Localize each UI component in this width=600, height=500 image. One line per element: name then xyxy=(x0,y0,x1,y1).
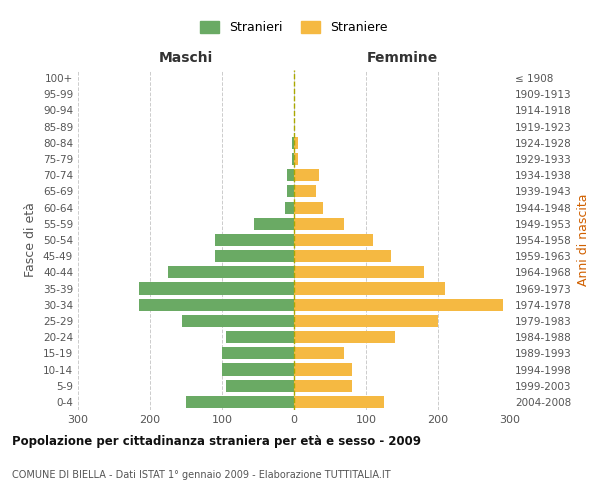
Bar xyxy=(294,218,344,230)
Text: Maschi: Maschi xyxy=(159,51,213,65)
Bar xyxy=(287,186,294,198)
Bar xyxy=(294,282,445,294)
Bar xyxy=(284,202,294,213)
Text: COMUNE DI BIELLA - Dati ISTAT 1° gennaio 2009 - Elaborazione TUTTITALIA.IT: COMUNE DI BIELLA - Dati ISTAT 1° gennaio… xyxy=(12,470,391,480)
Legend: Stranieri, Straniere: Stranieri, Straniere xyxy=(196,16,392,40)
Bar xyxy=(215,250,294,262)
Bar xyxy=(182,315,294,327)
Bar xyxy=(294,380,352,392)
Bar xyxy=(226,380,294,392)
Text: Femmine: Femmine xyxy=(367,51,437,65)
Bar xyxy=(294,348,344,360)
Bar xyxy=(294,137,298,149)
Bar xyxy=(215,234,294,246)
Text: Popolazione per cittadinanza straniera per età e sesso - 2009: Popolazione per cittadinanza straniera p… xyxy=(12,435,421,448)
Bar xyxy=(294,153,298,165)
Bar xyxy=(222,364,294,376)
Bar xyxy=(294,331,395,343)
Bar xyxy=(287,169,294,181)
Bar xyxy=(168,266,294,278)
Bar xyxy=(294,266,424,278)
Bar xyxy=(294,234,373,246)
Bar xyxy=(222,348,294,360)
Bar xyxy=(139,282,294,294)
Y-axis label: Fasce di età: Fasce di età xyxy=(25,202,37,278)
Bar xyxy=(294,315,438,327)
Bar xyxy=(226,331,294,343)
Bar xyxy=(294,169,319,181)
Bar xyxy=(294,250,391,262)
Bar xyxy=(254,218,294,230)
Bar xyxy=(186,396,294,408)
Bar xyxy=(294,298,503,311)
Y-axis label: Anni di nascita: Anni di nascita xyxy=(577,194,590,286)
Bar xyxy=(139,298,294,311)
Bar xyxy=(294,186,316,198)
Bar xyxy=(294,396,384,408)
Bar xyxy=(292,153,294,165)
Bar xyxy=(294,364,352,376)
Bar xyxy=(292,137,294,149)
Bar xyxy=(294,202,323,213)
